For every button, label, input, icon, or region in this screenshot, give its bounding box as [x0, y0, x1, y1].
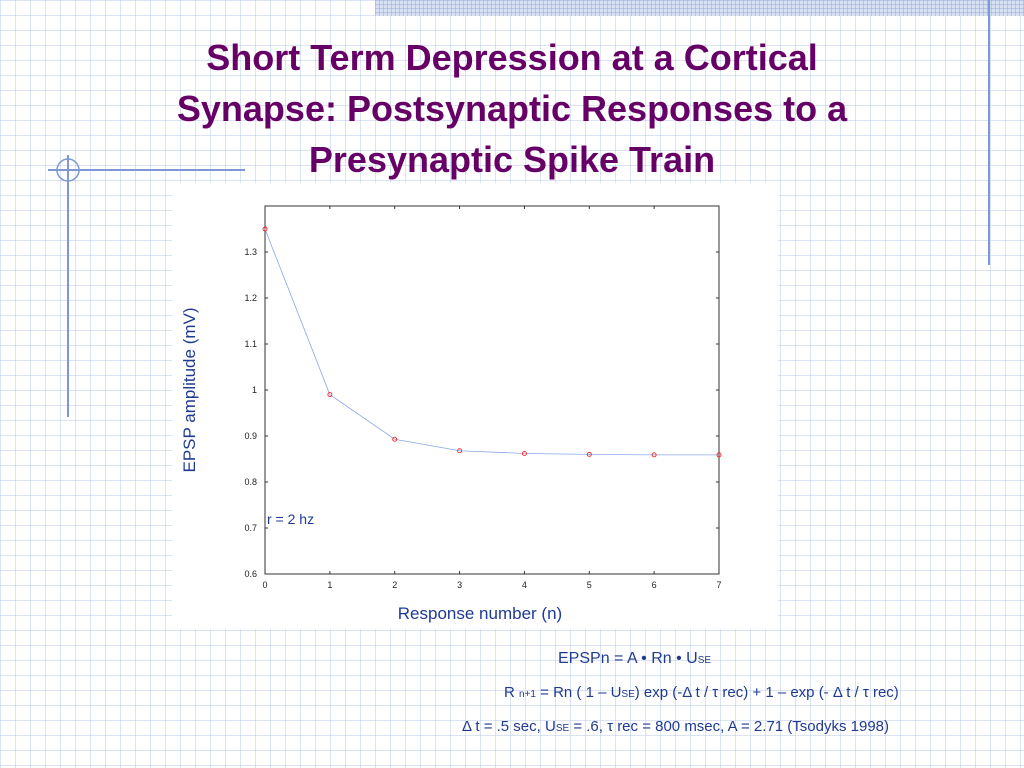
decorative-circle — [56, 158, 80, 182]
chart-panel: 0 1 2 3 4 5 6 7 0.6 0.7 0.8 0.9 1 1.1 1.2 1.3 r = 2 hz — [172, 183, 778, 629]
equation-recovery-part-a: R — [504, 684, 519, 701]
y-tick-label: 0.8 — [244, 477, 257, 487]
title-line-3: Presynaptic Spike Train — [308, 139, 716, 180]
equation-recovery-part-c: ) exp (-Δ t / τ rec) + 1 – exp (- Δ t / … — [634, 684, 899, 701]
equation-epsp-subscript: SE — [697, 655, 712, 666]
equation-epsp-text: EPSPn = A • Rn • U — [558, 650, 698, 667]
x-tick-label: 7 — [716, 580, 721, 590]
x-axis-label: Response number (n) — [397, 604, 563, 623]
equation-parameters-part-b: = .6, τ rec = 800 msec, A = 2.71 (Tsodyk… — [569, 718, 890, 735]
data-point — [457, 448, 463, 454]
plot-frame — [264, 205, 720, 575]
equation-recovery-part-b: = Rn ( 1 – U — [535, 684, 622, 701]
equation-epsp: EPSPn = A • Rn • USE — [558, 650, 711, 668]
y-tick-label: 1.1 — [244, 339, 257, 349]
data-point — [392, 436, 398, 442]
title-line-1: Short Term Depression at a Cortical — [206, 37, 818, 78]
equation-parameters-subscript: SE — [555, 723, 570, 734]
x-tick-label: 3 — [457, 580, 462, 590]
decorative-vertical-line-left — [67, 155, 69, 417]
equation-parameters-part-a: Δ t = .5 sec, U — [462, 718, 556, 735]
title-line-2: Synapse: Postsynaptic Responses to a — [176, 88, 848, 129]
data-point — [327, 392, 333, 398]
y-tick-label: 1 — [252, 385, 257, 395]
data-point — [651, 452, 657, 458]
x-tick-label: 5 — [587, 580, 592, 590]
y-axis-label: EPSP amplitude (mV) — [180, 307, 199, 473]
data-point — [586, 451, 592, 457]
y-tick-label: 0.7 — [244, 523, 257, 533]
epsp-chart: 0 1 2 3 4 5 6 7 0.6 0.7 0.8 0.9 1 1.1 1.2 1.3 r = 2 hz — [244, 205, 722, 590]
x-tick-label: 1 — [327, 580, 332, 590]
decorative-vertical-line-right — [988, 0, 990, 265]
rate-annotation: r = 2 hz — [267, 511, 314, 527]
series-line — [264, 228, 719, 456]
y-tick-label: 1.2 — [244, 293, 257, 303]
y-tick-label: 0.9 — [244, 431, 257, 441]
top-decorative-band — [375, 0, 1024, 16]
x-tick-label: 6 — [652, 580, 657, 590]
equation-recovery-subscript-1: n+1 — [519, 689, 536, 700]
x-tick-label: 0 — [262, 580, 267, 590]
y-tick-label: 1.3 — [244, 247, 257, 257]
equation-recovery-subscript-2: SE — [621, 689, 635, 700]
data-point — [262, 226, 268, 232]
x-tick-label: 2 — [392, 580, 397, 590]
data-point — [521, 451, 527, 456]
equation-parameters: Δ t = .5 sec, USE = .6, τ rec = 800 msec… — [462, 718, 889, 735]
y-tick-label: 0.6 — [244, 569, 257, 579]
equation-recovery: R n+1 = Rn ( 1 – USE) exp (-Δ t / τ rec)… — [504, 684, 899, 701]
decorative-horizontal-line-left — [48, 169, 245, 171]
data-point — [716, 452, 722, 458]
slide-title: Short Term Depression at a Cortical Syna… — [80, 32, 944, 185]
x-tick-label: 4 — [522, 580, 527, 590]
